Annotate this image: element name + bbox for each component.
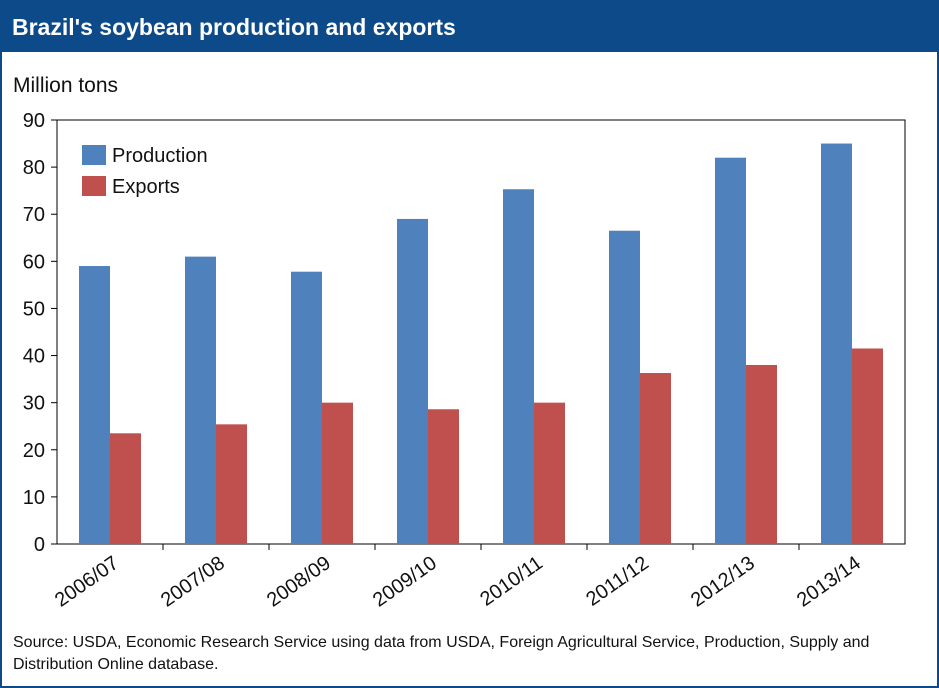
x-tick-label: 2006/07 xyxy=(51,552,123,611)
x-tick-label: 2012/13 xyxy=(687,552,759,611)
bar-production-2 xyxy=(291,271,322,544)
bar-production-3 xyxy=(397,218,428,544)
bar-production-1 xyxy=(185,256,216,544)
bar-exports-6 xyxy=(746,364,777,544)
y-tick-label: 80 xyxy=(23,157,45,179)
title-bar: Brazil's soybean production and exports xyxy=(2,2,937,52)
bar-production-5 xyxy=(609,230,640,544)
y-tick-label: 90 xyxy=(23,110,45,132)
legend-swatch-production xyxy=(82,145,106,165)
bar-production-7 xyxy=(821,143,852,545)
y-axis-label: Million tons xyxy=(13,74,119,97)
bar-exports-7 xyxy=(852,348,883,544)
y-tick-label: 20 xyxy=(23,440,45,462)
y-tick-label: 10 xyxy=(23,487,45,509)
bar-production-6 xyxy=(715,157,746,544)
x-tick-label: 2009/10 xyxy=(369,552,441,611)
x-tick-label: 2007/08 xyxy=(157,552,229,611)
chart-title: Brazil's soybean production and exports xyxy=(12,14,456,40)
x-tick-label: 2008/09 xyxy=(263,552,335,611)
legend-label-exports: Exports xyxy=(112,176,180,198)
y-tick-label: 30 xyxy=(23,393,45,415)
source-note: Source: USDA, Economic Research Service … xyxy=(13,634,870,673)
y-tick-label: 40 xyxy=(23,346,45,368)
legend-swatch-exports xyxy=(82,176,106,196)
x-tick-label: 2010/11 xyxy=(476,552,547,611)
bar-exports-5 xyxy=(640,372,671,544)
bar-exports-4 xyxy=(534,402,565,544)
y-tick-label: 0 xyxy=(34,534,45,556)
x-tick-label: 2011/12 xyxy=(582,552,653,611)
legend-label-production: Production xyxy=(112,145,208,167)
y-tick-label: 50 xyxy=(23,298,45,320)
bar-exports-1 xyxy=(216,424,247,544)
x-tick-label: 2013/14 xyxy=(793,552,865,611)
bar-exports-3 xyxy=(428,409,459,544)
bar-production-0 xyxy=(79,266,110,544)
bar-production-4 xyxy=(503,189,534,544)
bar-exports-0 xyxy=(110,433,141,544)
plot-area xyxy=(56,119,906,545)
y-tick-label: 60 xyxy=(23,251,45,273)
y-tick-label: 70 xyxy=(23,204,45,226)
bar-chart: 0 10 20 30 40 50 60 70 80 90 2006/07 2007/08 2008/09… xyxy=(23,110,906,612)
bar-exports-2 xyxy=(322,402,353,544)
